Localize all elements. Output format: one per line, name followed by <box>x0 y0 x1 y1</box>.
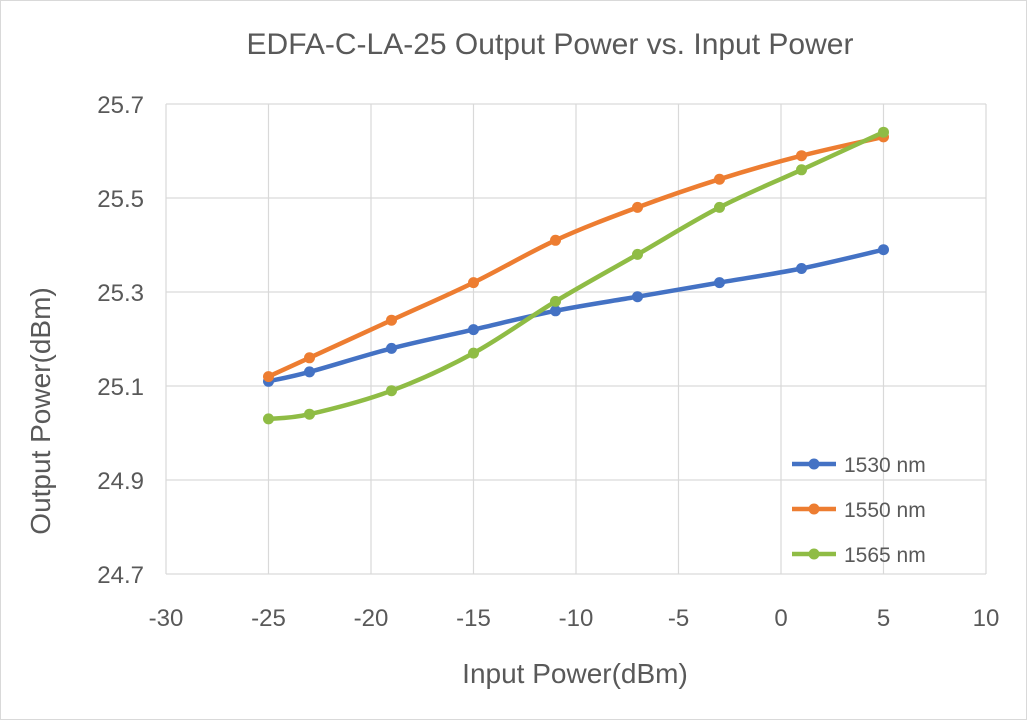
data-point <box>263 371 274 383</box>
data-point <box>468 324 479 336</box>
data-point <box>550 295 561 307</box>
grid-lines <box>165 103 987 575</box>
x-tick-labels: -30 -25 -20 -15 -10 -5 0 5 10 <box>149 605 1000 632</box>
data-point <box>304 352 315 364</box>
data-point <box>714 173 725 185</box>
y-tick-label: 25.3 <box>97 280 144 307</box>
legend-label: 1530 nm <box>844 454 926 477</box>
data-point <box>632 201 643 213</box>
series-1565-nm <box>263 126 889 425</box>
legend-label: 1565 nm <box>844 544 926 567</box>
x-tick-label: -30 <box>149 605 184 632</box>
data-point <box>550 234 561 246</box>
legend-marker <box>808 548 820 560</box>
x-tick-label: -10 <box>559 605 594 632</box>
legend-marker <box>808 458 820 470</box>
legend-item: 1565 nm <box>792 544 926 567</box>
data-point <box>468 277 479 289</box>
data-point <box>468 347 479 359</box>
x-tick-label: 10 <box>973 605 1000 632</box>
data-point <box>386 385 397 397</box>
x-tick-label: -15 <box>456 605 491 632</box>
data-point <box>304 366 315 378</box>
data-point <box>550 305 561 317</box>
y-tick-label: 25.5 <box>97 186 144 213</box>
y-tick-label: 25.7 <box>97 92 144 119</box>
series-group <box>263 126 889 425</box>
data-point <box>878 126 889 138</box>
data-point <box>632 248 643 260</box>
data-point <box>796 164 807 176</box>
y-axis-label: Output Power(dBm) <box>25 287 56 534</box>
legend-item: 1550 nm <box>792 499 926 522</box>
data-point <box>714 201 725 213</box>
data-point <box>796 150 807 162</box>
y-tick-label: 24.7 <box>97 562 144 589</box>
legend-item: 1530 nm <box>792 454 926 477</box>
chart-title: EDFA-C-LA-25 Output Power vs. Input Powe… <box>247 28 854 61</box>
legend-marker <box>808 503 820 515</box>
y-tick-label: 24.9 <box>97 468 144 495</box>
data-point <box>386 314 397 326</box>
data-point <box>878 244 889 256</box>
legend-label: 1550 nm <box>844 499 926 522</box>
data-point <box>386 342 397 354</box>
x-tick-label: -25 <box>251 605 286 632</box>
data-point <box>304 408 315 420</box>
data-point <box>632 291 643 303</box>
x-tick-label: -5 <box>668 605 689 632</box>
x-tick-label: -20 <box>354 605 389 632</box>
x-axis-label: Input Power(dBm) <box>462 658 688 689</box>
y-tick-label: 25.1 <box>97 374 144 401</box>
data-point <box>714 277 725 289</box>
data-point <box>796 263 807 274</box>
y-tick-labels: 24.7 24.9 25.1 25.3 25.5 25.7 <box>97 92 144 589</box>
series-1530-nm <box>263 244 889 387</box>
x-tick-label: 5 <box>877 605 890 632</box>
legend: 1530 nm 1550 nm 1565 nm <box>792 454 926 567</box>
data-point <box>263 413 274 425</box>
x-tick-label: 0 <box>774 605 787 632</box>
